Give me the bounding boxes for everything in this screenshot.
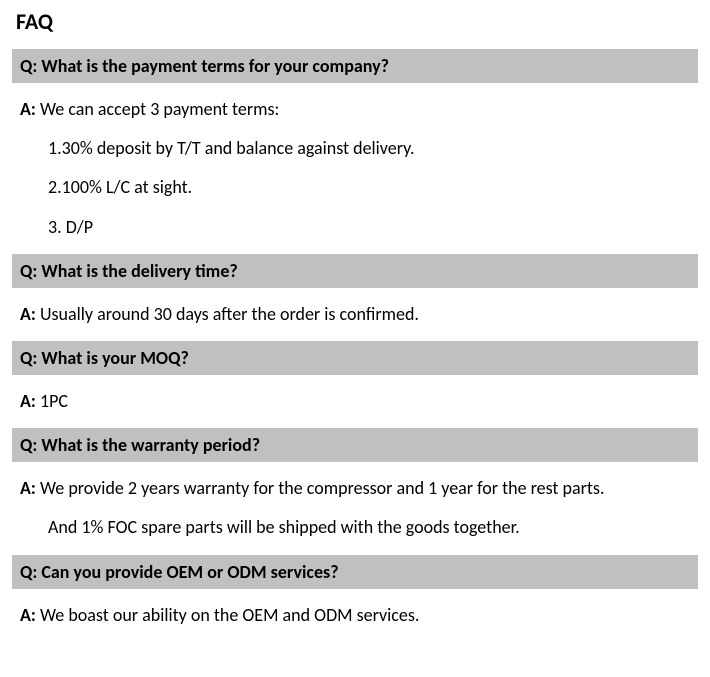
a-prefix: A:	[20, 477, 36, 499]
q-text: What is your MOQ?	[37, 347, 188, 369]
a-prefix: A:	[20, 98, 36, 120]
faq-question: Q: What is your MOQ?	[12, 341, 698, 375]
faq-question: Q: Can you provide OEM or ODM services?	[12, 555, 698, 589]
faq-sub-line: And 1% FOC spare parts will be shipped w…	[12, 515, 698, 540]
a-text: We can accept 3 payment terms:	[36, 98, 279, 120]
q-prefix: Q:	[20, 260, 37, 282]
faq-sub-line: 2.100% L/C at sight.	[12, 175, 698, 200]
a-prefix: A:	[20, 303, 36, 325]
q-prefix: Q:	[20, 434, 37, 456]
q-text: What is the payment terms for your compa…	[37, 55, 389, 77]
faq-answer: A: 1PC	[12, 389, 698, 414]
q-prefix: Q:	[20, 561, 37, 583]
a-text: We provide 2 years warranty for the comp…	[36, 477, 605, 499]
faq-answer: A: We provide 2 years warranty for the c…	[12, 476, 698, 501]
q-text: What is the delivery time?	[37, 260, 237, 282]
faq-sub-line: 1.30% deposit by T/T and balance against…	[12, 136, 698, 161]
q-prefix: Q:	[20, 347, 37, 369]
a-prefix: A:	[20, 390, 36, 412]
q-text: Can you provide OEM or ODM services?	[37, 561, 338, 583]
faq-question: Q: What is the delivery time?	[12, 254, 698, 288]
a-text: Usually around 30 days after the order i…	[36, 303, 419, 325]
a-prefix: A:	[20, 604, 36, 626]
faq-sub-line: 3. D/P	[12, 215, 698, 240]
faq-question: Q: What is the warranty period?	[12, 428, 698, 462]
faq-answer: A: We boast our ability on the OEM and O…	[12, 603, 698, 628]
q-text: What is the warranty period?	[37, 434, 260, 456]
q-prefix: Q:	[20, 55, 37, 77]
a-text: We boast our ability on the OEM and ODM …	[36, 604, 420, 626]
a-text: 1PC	[36, 390, 68, 412]
faq-question: Q: What is the payment terms for your co…	[12, 49, 698, 83]
faq-answer: A: We can accept 3 payment terms:	[12, 97, 698, 122]
faq-title: FAQ	[12, 8, 698, 35]
faq-answer: A: Usually around 30 days after the orde…	[12, 302, 698, 327]
